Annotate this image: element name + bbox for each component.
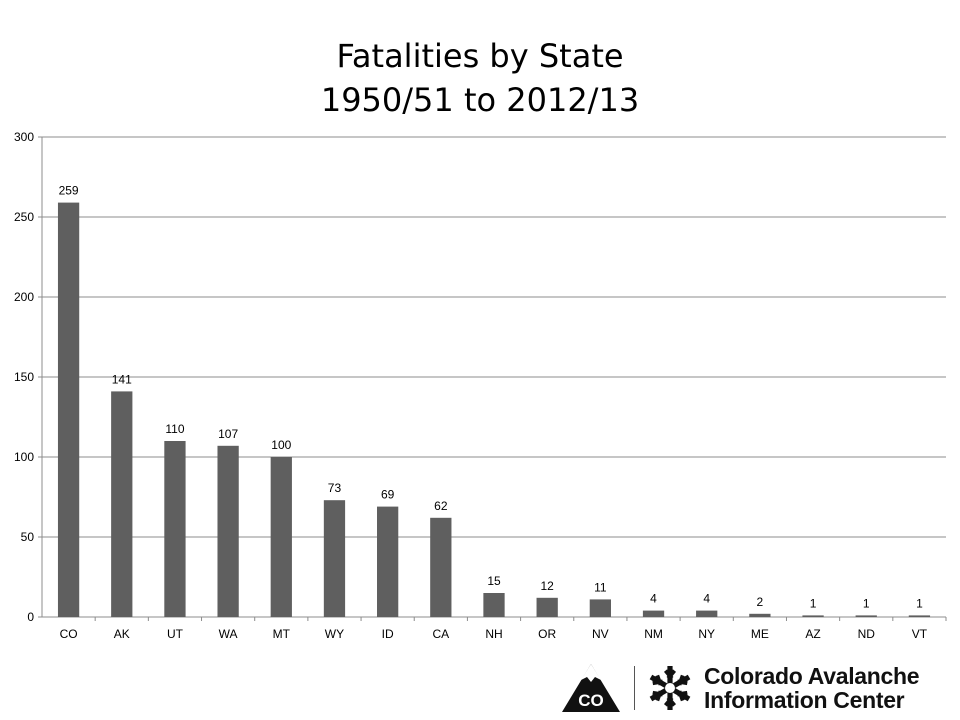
data-label: 4: [703, 592, 710, 606]
bar: [855, 615, 877, 617]
data-label: 12: [540, 579, 554, 593]
bar: [323, 500, 346, 617]
chart-title: Fatalities by State 1950/51 to 2012/13: [0, 34, 960, 122]
data-label: 62: [434, 499, 448, 513]
y-tick-label: 50: [21, 530, 35, 544]
bar: [111, 391, 133, 617]
chart-title-line2: 1950/51 to 2012/13: [320, 81, 640, 119]
bar: [377, 506, 399, 617]
x-tick-label: NY: [698, 627, 715, 641]
x-tick-label: VT: [912, 627, 928, 641]
y-tick-label: 200: [14, 290, 34, 304]
x-tick-label: ND: [858, 627, 876, 641]
x-tick-label: AZ: [805, 627, 820, 641]
data-label: 259: [59, 184, 79, 198]
x-tick-label: CA: [432, 627, 449, 641]
snowflake-icon: [649, 666, 691, 710]
data-label: 69: [381, 488, 395, 502]
y-tick-label: 0: [27, 610, 34, 624]
chart-title-line1: Fatalities by State: [336, 37, 624, 75]
x-tick-label: OR: [538, 627, 556, 641]
data-label: 11: [594, 580, 607, 594]
data-label: 100: [271, 438, 291, 452]
logo-line1: Colorado Avalanche: [704, 663, 920, 689]
data-label: 1: [863, 596, 870, 610]
logo-badge-text: CO: [578, 691, 604, 710]
bar: [536, 597, 558, 617]
x-tick-label: NV: [592, 627, 609, 641]
logo-divider: [634, 666, 635, 710]
data-label: 1: [916, 596, 923, 610]
x-tick-label: CO: [60, 627, 78, 641]
mountain-logo-icon: CO: [562, 664, 620, 712]
bar: [164, 441, 186, 617]
logo-line2: Information Center: [704, 687, 905, 713]
bar: [430, 517, 452, 617]
bar: [589, 599, 611, 617]
bar: [483, 593, 505, 617]
logo-wordmark: Colorado Avalanche Information Center: [704, 663, 920, 713]
caic-logo: CO Colorado Avalanche Information Center: [556, 660, 956, 716]
bar-chart: 050100150200250300259CO141AK110UT107WA10…: [14, 130, 947, 641]
x-tick-label: NM: [644, 627, 663, 641]
data-label: 1: [810, 596, 817, 610]
data-label: 2: [757, 595, 764, 609]
x-tick-label: ID: [382, 627, 394, 641]
bar: [217, 445, 239, 617]
data-label: 73: [328, 481, 342, 495]
y-tick-label: 300: [14, 130, 34, 144]
y-tick-label: 250: [14, 210, 34, 224]
x-tick-label: NH: [485, 627, 502, 641]
bar: [749, 613, 771, 617]
y-tick-label: 100: [14, 450, 34, 464]
x-tick-label: WA: [219, 627, 238, 641]
data-label: 15: [487, 574, 501, 588]
x-tick-label: ME: [751, 627, 769, 641]
x-tick-label: AK: [114, 627, 130, 641]
x-tick-label: MT: [273, 627, 291, 641]
x-tick-label: UT: [167, 627, 184, 641]
bar: [696, 610, 718, 617]
bar: [57, 202, 80, 617]
data-label: 141: [112, 372, 132, 386]
y-tick-label: 150: [14, 370, 34, 384]
bar: [908, 615, 931, 617]
data-label: 4: [650, 592, 657, 606]
bar: [802, 615, 824, 617]
x-tick-label: WY: [325, 627, 344, 641]
data-label: 110: [165, 422, 184, 436]
bar: [642, 610, 665, 617]
bar: [270, 457, 292, 617]
data-label: 107: [218, 427, 238, 441]
